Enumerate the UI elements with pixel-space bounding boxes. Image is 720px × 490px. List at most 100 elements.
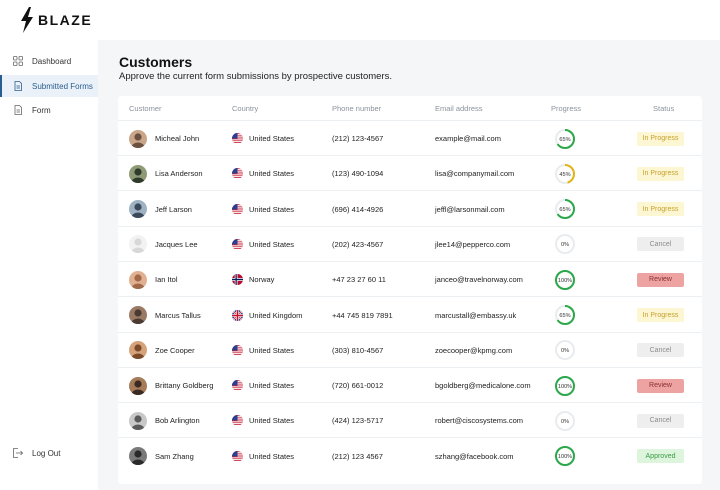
email-address: janceo@travelnorway.com <box>435 275 523 285</box>
progress-ring-chart: 65% <box>555 128 575 149</box>
progress-label: 100% <box>558 278 572 284</box>
phone-number: (212) 123 4567 <box>332 451 383 461</box>
column-header-progress[interactable]: Progress <box>551 104 582 113</box>
progress-ring-arc <box>555 163 575 184</box>
phone-number: (212) 123-4567 <box>332 134 384 143</box>
customer-name: Lisa Anderson <box>155 169 203 179</box>
email-address: marcustall@embassy.uk <box>435 310 517 320</box>
table-row[interactable]: Ian Itol Norway +47 23 27 60 11 janceo@trav… <box>118 262 702 298</box>
table-row[interactable]: Jeff Larson United States (696) 414-4926 je… <box>118 192 702 227</box>
progress-ring-chart: 45% <box>555 163 575 184</box>
country-cell: United States <box>232 439 294 474</box>
email-address: example@mail.com <box>435 134 501 143</box>
progress-indicator: 65% <box>554 121 576 156</box>
main-content: Customers Approve the current form submi… <box>98 40 720 490</box>
country-name: United States <box>249 204 295 214</box>
column-header-country[interactable]: Country <box>232 104 259 113</box>
progress-label: 0% <box>561 348 569 354</box>
customer-cell: Jeff Larson <box>129 192 192 227</box>
progress-label: 100% <box>558 454 572 460</box>
status-badge[interactable]: In Progress <box>637 308 684 322</box>
table-row[interactable]: Lisa Anderson United States (123) 490-1094… <box>118 156 702 192</box>
progress-label: 65% <box>559 207 570 213</box>
progress-ring-track <box>555 340 575 361</box>
email-address: lisa@companymail.com <box>435 169 515 179</box>
sidebar-item-label: Submitted Forms <box>32 81 93 91</box>
avatar <box>129 341 147 360</box>
progress-ring-chart: 100% <box>555 269 575 290</box>
status-badge[interactable]: In Progress <box>637 166 684 181</box>
avatar <box>129 306 147 324</box>
table-row[interactable]: Sam Zhang United States (212) 123 4567 szha… <box>118 439 702 474</box>
progress-indicator: 0% <box>554 333 576 368</box>
country-name: United States <box>249 416 295 426</box>
table-row[interactable]: Micheal John United States (212) 123-4567 e… <box>118 121 702 156</box>
email-address: szhang@facebook.com <box>435 451 514 461</box>
status-badge[interactable]: In Progress <box>637 131 684 146</box>
sidebar-item-submitted-forms[interactable]: Submitted Forms <box>0 75 98 97</box>
flag-us-icon <box>232 133 243 144</box>
country-cell: United States <box>232 403 294 438</box>
logo[interactable]: BLAZE <box>20 7 92 33</box>
customer-cell: Jacques Lee <box>129 227 198 262</box>
progress-ring-arc <box>555 269 575 290</box>
country-name: United States <box>249 169 295 179</box>
customer-name: Bob Arlington <box>155 416 200 426</box>
status-badge[interactable]: Review <box>637 272 684 287</box>
country-cell: United States <box>232 121 294 156</box>
avatar <box>129 411 147 430</box>
status-badge[interactable]: Approved <box>637 449 684 464</box>
status-badge[interactable]: Cancel <box>637 343 684 358</box>
column-header-email[interactable]: Email address <box>435 104 483 113</box>
phone-number: (696) 414-4926 <box>332 204 384 214</box>
customer-name: Jacques Lee <box>155 239 198 249</box>
customer-cell: Marcus Tallus <box>129 298 201 333</box>
document-icon <box>13 81 23 91</box>
customer-name: Sam Zhang <box>155 451 194 461</box>
column-header-phone[interactable]: Phone number <box>332 104 382 113</box>
flag-us-icon <box>232 344 243 356</box>
sidebar-item-form[interactable]: Form <box>0 99 98 121</box>
customer-name: Ian Itol <box>155 275 178 285</box>
customer-cell: Lisa Anderson <box>129 156 203 191</box>
customer-cell: Micheal John <box>129 121 199 156</box>
status-cell: Cancel <box>637 227 684 262</box>
progress-indicator: 65% <box>554 192 576 227</box>
sidebar-item-dashboard[interactable]: Dashboard <box>0 50 98 72</box>
progress-indicator: 0% <box>554 403 576 438</box>
customers-table: Customer Country Phone number Email addr… <box>118 96 702 484</box>
status-badge[interactable]: Cancel <box>637 413 684 428</box>
table-row[interactable]: Jacques Lee United States (202) 423-4567 jl… <box>118 227 702 262</box>
avatar <box>129 164 147 183</box>
country-name: Norway <box>249 275 275 285</box>
status-badge[interactable]: In Progress <box>637 202 684 217</box>
customer-name: Brittany Goldberg <box>155 381 214 391</box>
phone-number: (303) 810-4567 <box>332 345 384 355</box>
status-badge[interactable]: Review <box>637 378 684 393</box>
flag-us-icon <box>232 415 243 427</box>
status-badge[interactable]: Cancel <box>637 237 684 252</box>
status-cell: In Progress <box>637 156 684 191</box>
table-row[interactable]: Bob Arlington United States (424) 123-5717… <box>118 403 702 439</box>
customer-name: Jeff Larson <box>155 204 192 214</box>
column-header-status[interactable]: Status <box>653 104 675 113</box>
flag-us-icon <box>232 203 243 215</box>
country-name: United States <box>249 134 295 143</box>
progress-label: 100% <box>558 384 572 390</box>
table-row[interactable]: Brittany Goldberg United States (720) 661-… <box>118 368 702 404</box>
phone-number: (123) 490-1094 <box>332 169 384 179</box>
table-row[interactable]: Zoe Cooper United States (303) 810-4567 zoe… <box>118 333 702 368</box>
flag-uk-icon <box>232 309 243 321</box>
flag-us-icon <box>232 380 243 392</box>
progress-indicator: 100% <box>554 262 576 297</box>
progress-ring-chart: 0% <box>555 340 575 361</box>
email-address: jeffl@larsonmail.com <box>435 204 505 214</box>
status-cell: Cancel <box>637 333 684 368</box>
flag-us-icon <box>232 168 243 180</box>
column-header-customer[interactable]: Customer <box>129 104 162 113</box>
table-row[interactable]: Marcus Tallus United Kingdom +44 745 819 7… <box>118 298 702 333</box>
progress-ring-arc <box>555 375 575 396</box>
grid-icon <box>13 56 23 66</box>
logout-button[interactable]: Log Out <box>0 442 98 464</box>
progress-ring-chart: 100% <box>555 375 575 396</box>
